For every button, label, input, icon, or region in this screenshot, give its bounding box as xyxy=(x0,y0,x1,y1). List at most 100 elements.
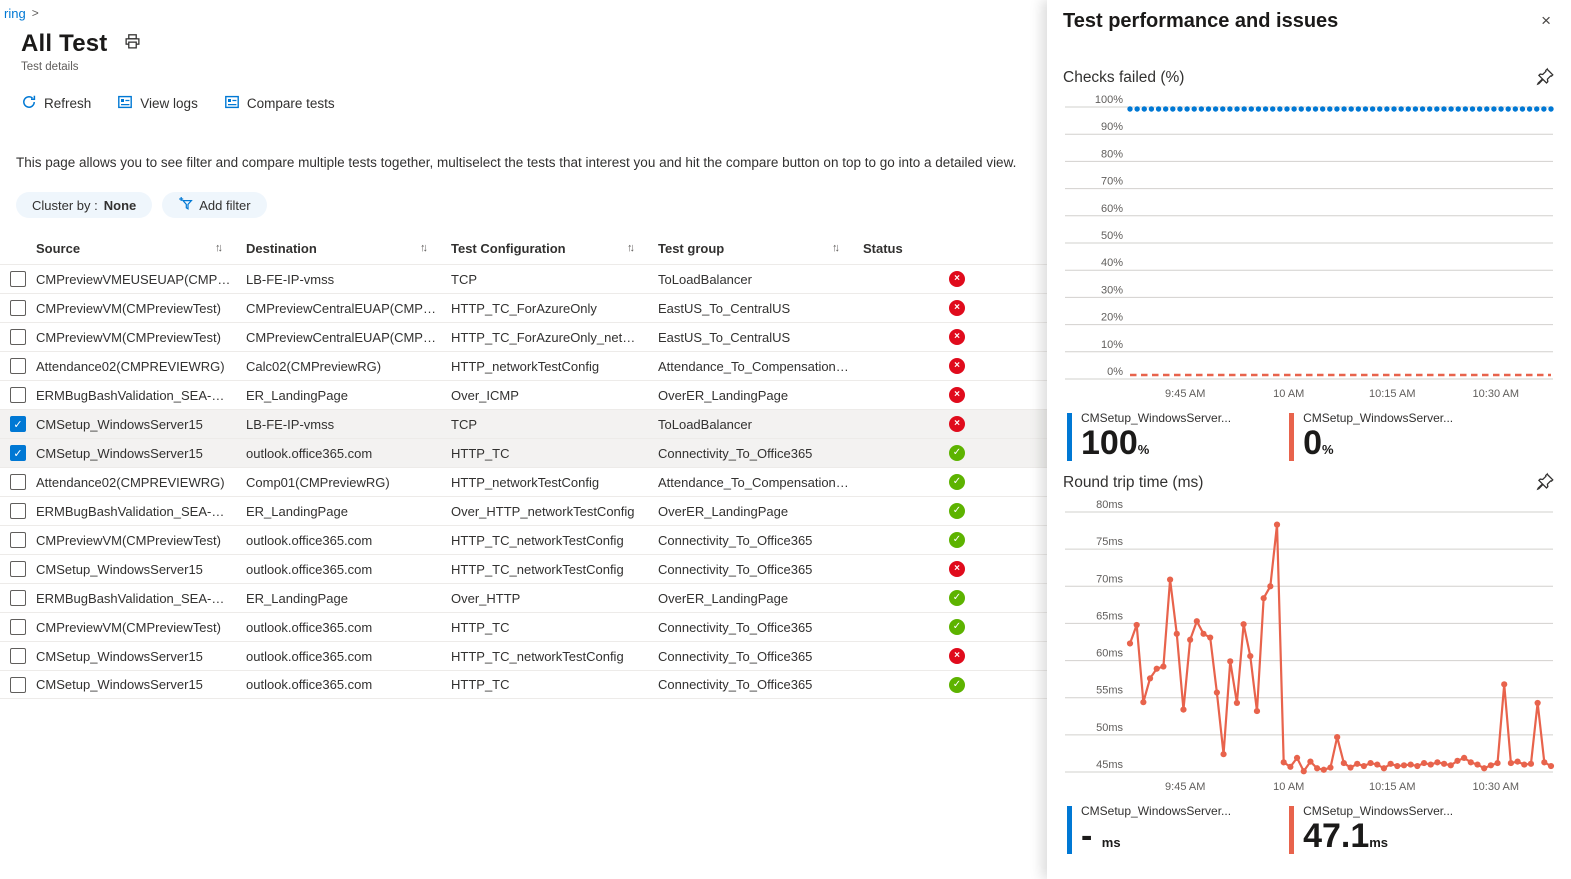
table-row[interactable]: ERMBugBashValidation_SEA-ER-50... ER_Land… xyxy=(0,496,1047,525)
round-trip-legend: CMSetup_WindowsServer... - ms CMSetup_Wi… xyxy=(1063,804,1555,855)
col-source[interactable]: Source xyxy=(36,240,81,256)
table-row[interactable]: CMPreviewVM(CMPreviewTest) outlook.office… xyxy=(0,612,1047,641)
cell-group: EastUS_To_CentralUS xyxy=(658,329,791,345)
table-row[interactable]: CMSetup_WindowsServer15 outlook.office365… xyxy=(0,670,1047,699)
svg-text:20%: 20% xyxy=(1101,312,1123,324)
legend-series-label: CMSetup_WindowsServer... xyxy=(1081,804,1232,819)
table-row[interactable]: ✓ CMSetup_WindowsServer15 outlook.office36… xyxy=(0,438,1047,467)
page-subtitle: Test details xyxy=(21,61,79,73)
col-destination[interactable]: Destination xyxy=(246,240,317,256)
row-checkbox[interactable] xyxy=(10,271,26,287)
compare-tests-button[interactable]: Compare tests xyxy=(224,94,335,113)
row-checkbox[interactable] xyxy=(10,503,26,519)
breadcrumb: ring > xyxy=(0,4,1047,22)
table-row[interactable]: ERMBugBashValidation_SEA-ER-50... ER_Land… xyxy=(0,380,1047,409)
row-checkbox[interactable] xyxy=(10,387,26,403)
row-checkbox[interactable] xyxy=(10,300,26,316)
cell-group: EastUS_To_CentralUS xyxy=(658,300,791,316)
add-filter-button[interactable]: Add filter xyxy=(162,192,267,218)
cell-group: Connectivity_To_Office365 xyxy=(658,561,813,577)
col-test-configuration[interactable]: Test Configuration xyxy=(451,240,566,256)
table-row[interactable]: ERMBugBashValidation_SEA-ER-50... ER_Land… xyxy=(0,583,1047,612)
sort-icon[interactable]: ↑↓ xyxy=(627,242,635,254)
cell-group: Connectivity_To_Office365 xyxy=(658,677,813,692)
svg-text:70ms: 70ms xyxy=(1096,574,1123,586)
row-checkbox[interactable] xyxy=(10,590,26,606)
svg-text:60%: 60% xyxy=(1101,203,1123,215)
svg-text:75ms: 75ms xyxy=(1096,537,1123,549)
status-fail-icon: × xyxy=(949,358,965,374)
cluster-by-pill[interactable]: Cluster by : None xyxy=(16,192,153,218)
table-row[interactable]: CMPreviewVMEUSEUAP(CMPREVIE... LB-FE-IP-v… xyxy=(0,264,1047,293)
status-fail-icon: × xyxy=(949,561,965,577)
table-row[interactable]: CMSetup_WindowsServer15 outlook.office365… xyxy=(0,554,1047,583)
status-pass-icon: ✓ xyxy=(949,676,965,693)
status-pass-icon: ✓ xyxy=(949,619,965,635)
table-row[interactable]: Attendance02(CMPREVIEWRG) Comp01(CMPrevie… xyxy=(0,467,1047,496)
round-trip-chart: 80ms 75ms 70ms 65ms 60ms 55ms 50ms 45ms 9:45 AM 1… xyxy=(1065,499,1555,793)
row-checkbox[interactable]: ✓ xyxy=(10,445,26,461)
svg-text:10%: 10% xyxy=(1101,339,1123,351)
cell-source: CMSetup_WindowsServer15 xyxy=(36,416,203,432)
print-icon[interactable] xyxy=(124,33,141,55)
svg-text:10:30 AM: 10:30 AM xyxy=(1473,388,1519,400)
cell-config: TCP xyxy=(451,271,477,287)
cell-source: ERMBugBashValidation_SEA-ER-50... xyxy=(36,387,246,403)
cell-config: TCP xyxy=(451,416,477,432)
row-checkbox[interactable] xyxy=(10,329,26,345)
row-checkbox[interactable] xyxy=(10,532,26,548)
svg-text:80ms: 80ms xyxy=(1096,499,1123,511)
table-row[interactable]: CMPreviewVM(CMPreviewTest) CMPreviewCentr… xyxy=(0,293,1047,322)
compare-tests-icon xyxy=(224,94,240,113)
cell-group: Connectivity_To_Office365 xyxy=(658,445,813,461)
cell-source: CMSetup_WindowsServer15 xyxy=(36,677,203,692)
svg-text:10:15 AM: 10:15 AM xyxy=(1369,781,1415,793)
cell-source: CMSetup_WindowsServer15 xyxy=(36,445,203,461)
row-checkbox[interactable] xyxy=(10,474,26,490)
sort-icon[interactable]: ↑↓ xyxy=(420,242,428,254)
close-icon[interactable]: × xyxy=(1537,10,1555,31)
breadcrumb-link[interactable]: ring xyxy=(4,5,26,21)
sort-icon[interactable]: ↑↓ xyxy=(215,242,223,254)
cell-destination: LB-FE-IP-vmss xyxy=(246,416,335,432)
table-row[interactable]: CMPreviewVM(CMPreviewTest) outlook.office… xyxy=(0,525,1047,554)
cell-config: Over_ICMP xyxy=(451,387,519,403)
cell-source: CMPreviewVM(CMPreviewTest) xyxy=(36,619,221,635)
cell-source: CMPreviewVM(CMPreviewTest) xyxy=(36,300,221,316)
cell-group: Connectivity_To_Office365 xyxy=(658,648,813,664)
cell-group: ToLoadBalancer xyxy=(658,271,752,287)
table-row[interactable]: Attendance02(CMPREVIEWRG) Calc02(CMPrevie… xyxy=(0,351,1047,380)
legend-item: CMSetup_WindowsServer... - ms xyxy=(1067,804,1231,855)
cell-source: ERMBugBashValidation_SEA-ER-50... xyxy=(36,590,246,606)
svg-text:45ms: 45ms xyxy=(1096,759,1123,771)
cell-destination: ER_LandingPage xyxy=(246,590,348,606)
table-row[interactable]: CMPreviewVM(CMPreviewTest) CMPreviewCentr… xyxy=(0,322,1047,351)
view-logs-button[interactable]: View logs xyxy=(117,94,198,113)
refresh-button[interactable]: Refresh xyxy=(21,94,91,113)
legend-series-label: CMSetup_WindowsServer... xyxy=(1303,804,1454,819)
pin-icon[interactable] xyxy=(1536,67,1555,89)
sort-icon[interactable]: ↑↓ xyxy=(832,242,840,254)
cell-group: Attendance_To_Compensation_and... xyxy=(658,474,863,490)
cell-destination: outlook.office365.com xyxy=(246,532,373,548)
pin-icon[interactable] xyxy=(1536,472,1555,494)
cell-destination: outlook.office365.com xyxy=(246,445,373,461)
table-row[interactable]: CMSetup_WindowsServer15 outlook.office365… xyxy=(0,641,1047,670)
table-row[interactable]: ✓ CMSetup_WindowsServer15 LB-FE-IP-vmss TCP… xyxy=(0,409,1047,438)
cell-destination: Comp01(CMPreviewRG) xyxy=(246,474,390,490)
col-test-group[interactable]: Test group xyxy=(658,240,725,256)
row-checkbox[interactable]: ✓ xyxy=(10,416,26,432)
row-checkbox[interactable] xyxy=(10,561,26,577)
status-pass-icon: ✓ xyxy=(949,474,965,490)
status-fail-icon: × xyxy=(949,648,965,664)
checks-failed-chart: 100% 90% 80% 70% 60% 50% 40% 30% 20% 10% 0% 9:45 AM… xyxy=(1065,94,1554,400)
svg-text:50%: 50% xyxy=(1101,230,1123,242)
row-checkbox[interactable] xyxy=(10,619,26,635)
row-checkbox[interactable] xyxy=(10,676,26,693)
cell-destination: CMPreviewCentralEUAP(CMPREVIE... xyxy=(246,300,451,316)
table-body: CMPreviewVMEUSEUAP(CMPREVIE... LB-FE-IP-v… xyxy=(0,264,1047,699)
row-checkbox[interactable] xyxy=(10,358,26,374)
row-checkbox[interactable] xyxy=(10,648,26,664)
main-content: ring > All Test Test details Refresh xyxy=(0,4,1047,699)
col-status[interactable]: Status xyxy=(863,240,903,256)
